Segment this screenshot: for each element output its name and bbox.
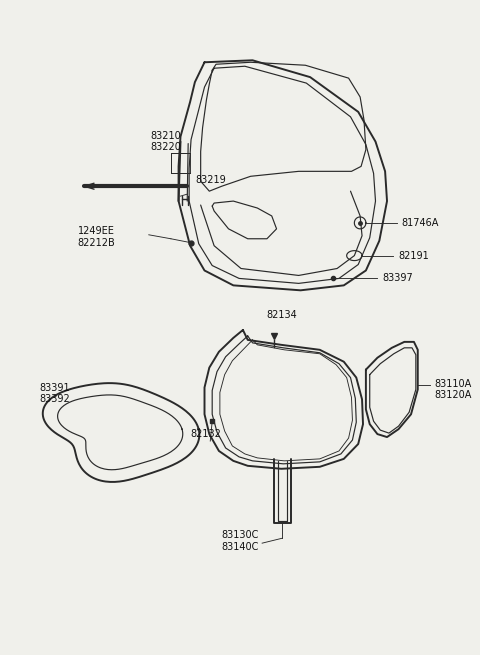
Text: 83391
83392: 83391 83392 <box>39 383 70 404</box>
Text: 83219: 83219 <box>195 176 226 185</box>
Text: 82191: 82191 <box>398 251 429 261</box>
Text: 83397: 83397 <box>382 273 413 284</box>
Text: 83130C
83140C: 83130C 83140C <box>221 531 259 552</box>
Text: 83110A
83120A: 83110A 83120A <box>434 379 471 400</box>
Text: 82134: 82134 <box>266 310 297 320</box>
Text: 82132: 82132 <box>190 429 221 439</box>
Text: 1249EE
82212B: 1249EE 82212B <box>78 226 116 248</box>
Text: 83210
83220: 83210 83220 <box>151 131 181 153</box>
Text: 81746A: 81746A <box>401 218 439 228</box>
